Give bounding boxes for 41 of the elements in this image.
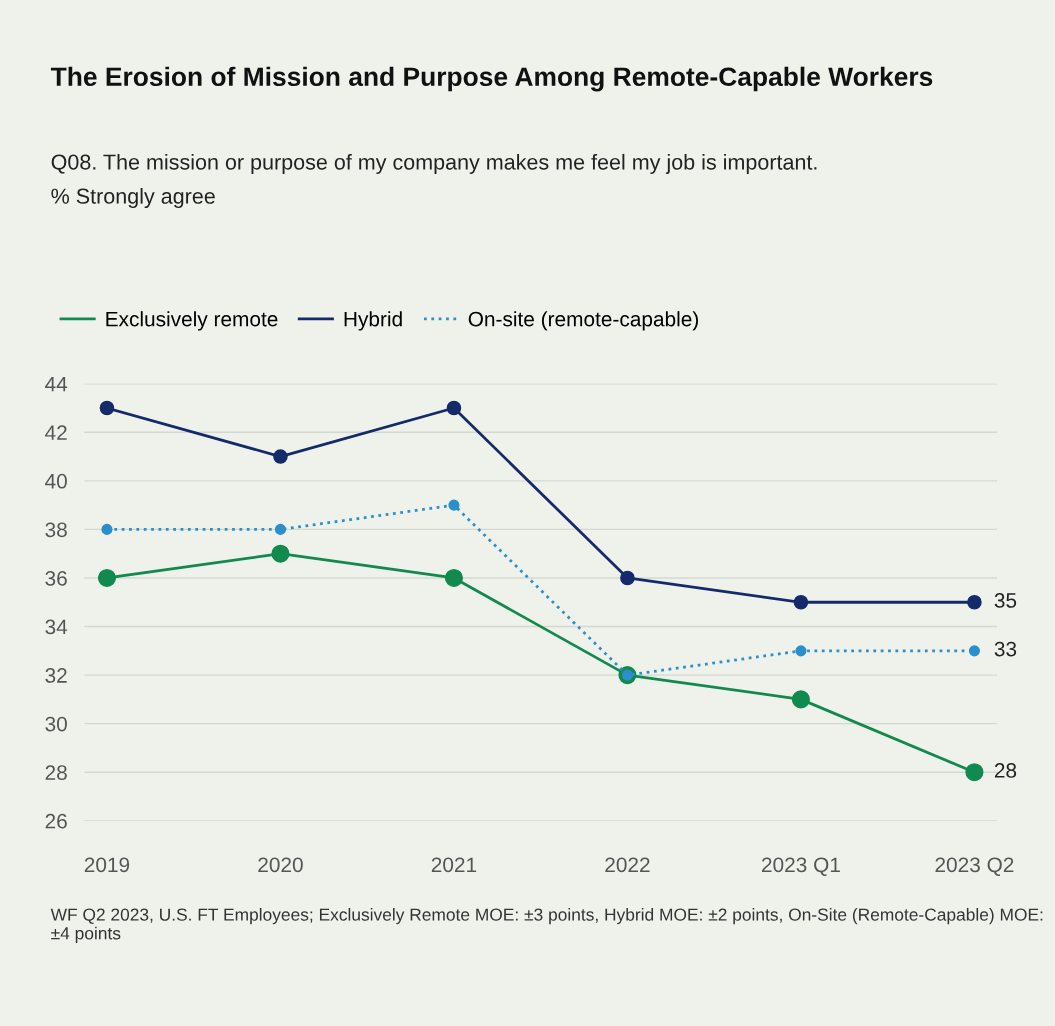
x-tick-label: 2023 Q2	[935, 857, 1014, 876]
legend-label: Exclusively remote	[106, 311, 278, 331]
y-tick-label: 42	[45, 425, 67, 440]
x-tick-label: 2022	[605, 857, 650, 873]
point	[967, 594, 982, 610]
point	[274, 523, 287, 535]
y-tick-label: 38	[45, 522, 67, 538]
point	[271, 544, 290, 563]
y-tick-label: 26	[45, 813, 67, 829]
point	[444, 568, 463, 588]
y-tick-label: 40	[45, 473, 67, 489]
point	[795, 645, 807, 657]
point	[965, 763, 984, 782]
y-tick-label: 34	[45, 619, 68, 635]
point	[793, 594, 809, 610]
legend-label: Hybrid	[344, 311, 402, 331]
chart-subtitle: Q08. The mission or purpose of my company makes me feel my job is important. % Strongly agree	[51, 153, 817, 209]
point	[620, 570, 635, 586]
data-label: 33	[994, 641, 1017, 657]
y-tick-label: 44	[45, 376, 68, 392]
point	[791, 690, 810, 709]
data-label: 35	[994, 593, 1017, 608]
x-tick-label: 2020	[258, 857, 303, 873]
point	[273, 449, 288, 464]
point	[97, 568, 116, 588]
point	[101, 523, 113, 535]
x-tick-label: 2021	[431, 857, 477, 873]
y-tick-label: 28	[45, 765, 67, 780]
y-tick-label: 30	[45, 716, 67, 732]
point	[99, 400, 115, 416]
point	[446, 400, 462, 416]
point	[448, 499, 460, 511]
text: WF Q2 2023, U.S. FT Employees; Exclusively Remote MOE: ±3 points, Hybrid MOE: ±2 points, On-Site (Remote-Capable) MOE: ±4 points	[50, 908, 1043, 943]
x-tick-label: 2023 Q1	[762, 857, 840, 876]
chart-title: The Erosion of Mission and Purpose Among Remote-Capable Workers	[50, 66, 933, 92]
legend-label: On-site (remote-capable)	[468, 311, 698, 331]
y-tick-label: 32	[45, 668, 67, 683]
x-tick-label: 2019	[84, 857, 130, 873]
data-label: 28	[994, 763, 1017, 778]
y-tick-label: 36	[45, 570, 67, 586]
point	[968, 645, 980, 657]
